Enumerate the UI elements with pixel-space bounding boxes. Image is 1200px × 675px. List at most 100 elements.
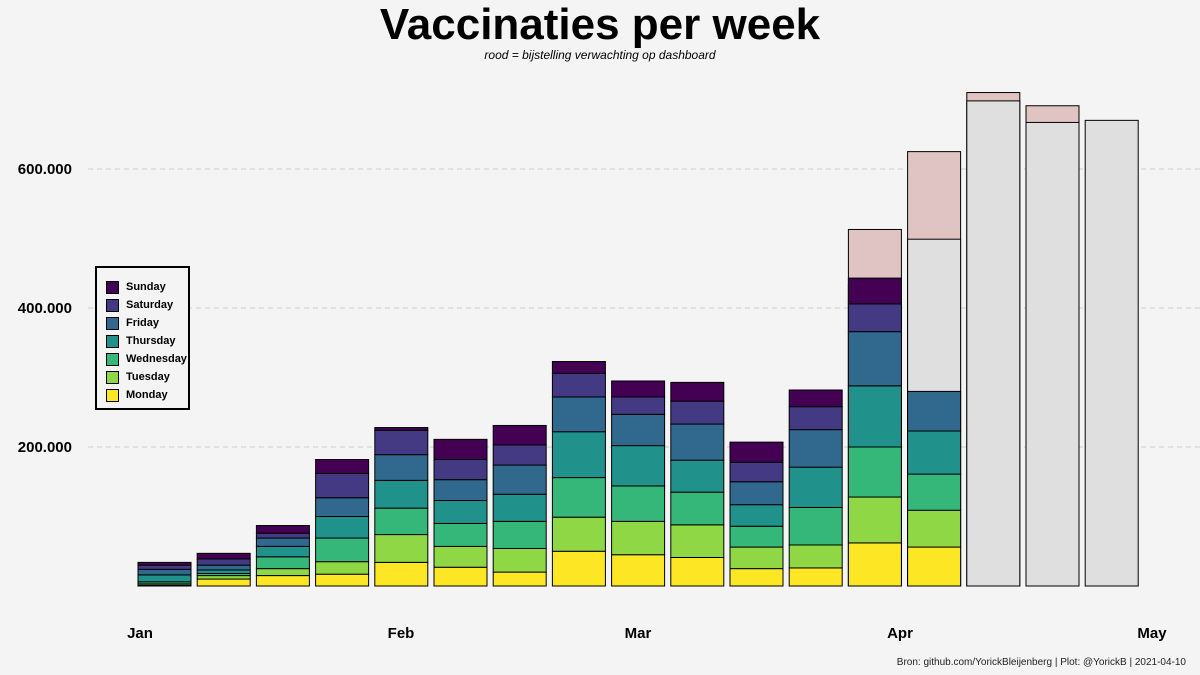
bar-segment-thursday bbox=[907, 430, 962, 475]
legend-label-wednesday: Wednesday bbox=[126, 353, 187, 365]
bar-segment-wednesday bbox=[729, 525, 784, 548]
bar-segment-saturday bbox=[788, 406, 843, 431]
bar-segment-tuesday bbox=[374, 534, 429, 563]
bar-segment-monday bbox=[492, 571, 547, 587]
bar-segment-tuesday bbox=[255, 568, 310, 577]
bar-segment-monday bbox=[788, 567, 843, 587]
bar-segment-monday bbox=[611, 554, 666, 587]
bar-segment-wednesday bbox=[374, 507, 429, 536]
bar-segment-sunday bbox=[492, 424, 547, 446]
bar-segment-wednesday bbox=[433, 522, 488, 547]
bar-segment-monday bbox=[196, 578, 251, 587]
bar-segment-sunday bbox=[847, 277, 902, 305]
bar-segment-tuesday bbox=[315, 561, 370, 575]
bar-segment-sunday bbox=[196, 552, 251, 560]
legend-label-thursday: Thursday bbox=[126, 335, 176, 347]
bar-segment-tuesday bbox=[196, 575, 251, 580]
bar-segment-thursday bbox=[611, 445, 666, 487]
bar-segment-saturday bbox=[729, 461, 784, 483]
bar-segment-monday bbox=[433, 566, 488, 587]
bar-segment-tuesday bbox=[788, 544, 843, 569]
legend-item-sunday: Sunday bbox=[106, 278, 188, 296]
bar-segment-wednesday bbox=[611, 485, 666, 522]
bar-segment-monday bbox=[907, 546, 962, 587]
x-tick-label: May bbox=[1137, 625, 1167, 642]
x-tick-label: Apr bbox=[887, 625, 913, 642]
legend-label-monday: Monday bbox=[126, 389, 168, 401]
bar-segment-friday bbox=[433, 479, 488, 502]
legend-label-tuesday: Tuesday bbox=[126, 371, 170, 383]
bar-segment-friday bbox=[907, 390, 962, 432]
bar-segment-saturday bbox=[137, 564, 192, 570]
bar-segment-thursday bbox=[551, 431, 606, 479]
bar-segment-friday bbox=[551, 396, 606, 433]
bar-segment-tuesday bbox=[611, 520, 666, 556]
bar-segment-thursday bbox=[374, 479, 429, 509]
bar-segment-tuesday bbox=[551, 516, 606, 552]
bar-segment-friday bbox=[788, 429, 843, 468]
legend-item-saturday: Saturday bbox=[106, 296, 188, 314]
bar-segment-wednesday bbox=[551, 477, 606, 518]
chart-title: Vaccinaties per week bbox=[379, 0, 821, 49]
bar-segment-thursday bbox=[196, 569, 251, 574]
bar-segment-wednesday bbox=[255, 556, 310, 570]
bar-segment-wednesday bbox=[907, 473, 962, 511]
bar-segment-wednesday bbox=[788, 506, 843, 546]
bar-segment-saturday bbox=[847, 303, 902, 333]
bar-segment-thursday bbox=[670, 459, 725, 493]
legend-swatch-monday bbox=[106, 388, 119, 402]
bar-segment-sunday bbox=[729, 441, 784, 463]
bar-segment-saturday bbox=[551, 372, 606, 398]
bar-segment-saturday bbox=[315, 472, 370, 499]
bar-segment-wednesday bbox=[492, 520, 547, 549]
bar-segment-thursday bbox=[433, 500, 488, 524]
bar-segment-friday bbox=[729, 481, 784, 506]
bar-segment-friday bbox=[670, 423, 725, 461]
legend-item-friday: Friday bbox=[106, 314, 188, 332]
bar-segment-thursday bbox=[847, 385, 902, 448]
bar-segment-wednesday bbox=[847, 446, 902, 498]
bar-segment-monday bbox=[255, 575, 310, 587]
legend-item-thursday: Thursday bbox=[106, 332, 188, 350]
y-tick-label: 600.000 bbox=[18, 161, 72, 178]
bar-segment-monday bbox=[315, 573, 370, 587]
bar-segment-monday bbox=[551, 550, 606, 587]
bar-segment-saturday bbox=[670, 400, 725, 425]
bar-segment-friday bbox=[847, 331, 902, 387]
bar-segment-friday bbox=[611, 413, 666, 447]
bar-segment-saturday bbox=[611, 396, 666, 415]
bar-segment-tuesday bbox=[492, 547, 547, 573]
bar-segment-sunday bbox=[551, 361, 606, 374]
bar-segment-thursday bbox=[255, 545, 310, 558]
bar-segment-sunday bbox=[788, 389, 843, 408]
bar-segment-friday bbox=[196, 564, 251, 571]
bar-segment-saturday bbox=[374, 429, 429, 456]
legend-item-monday: Monday bbox=[106, 386, 188, 404]
chart-caption: Bron: github.com/YorickBleijenberg | Plo… bbox=[896, 657, 1186, 668]
bar-segment-thursday bbox=[492, 493, 547, 522]
legend-label-sunday: Sunday bbox=[126, 281, 166, 293]
bar-segment-friday bbox=[255, 537, 310, 547]
bar-segment-friday bbox=[315, 497, 370, 517]
bar-segment-sunday bbox=[137, 561, 192, 566]
bar-segment-saturday bbox=[196, 558, 251, 566]
legend-swatch-friday bbox=[106, 316, 119, 330]
legend-item-wednesday: Wednesday bbox=[106, 350, 188, 368]
bar-segment-thursday bbox=[729, 504, 784, 527]
bar-segment-sunday bbox=[255, 525, 310, 534]
bar-segment-monday bbox=[729, 568, 784, 587]
bar-segment-wednesday bbox=[670, 491, 725, 526]
legend-swatch-tuesday bbox=[106, 370, 119, 384]
legend-swatch-sunday bbox=[106, 280, 119, 294]
bar-segment-sunday bbox=[670, 381, 725, 402]
forecast-bar bbox=[1025, 121, 1080, 587]
bar-segment-tuesday bbox=[670, 524, 725, 559]
bar-segment-friday bbox=[492, 464, 547, 495]
bar-segment-friday bbox=[374, 454, 429, 481]
bar-segment-thursday bbox=[137, 574, 192, 583]
bar-segment-thursday bbox=[315, 516, 370, 539]
legend-swatch-wednesday bbox=[106, 352, 119, 366]
bar-segment-saturday bbox=[433, 459, 488, 481]
